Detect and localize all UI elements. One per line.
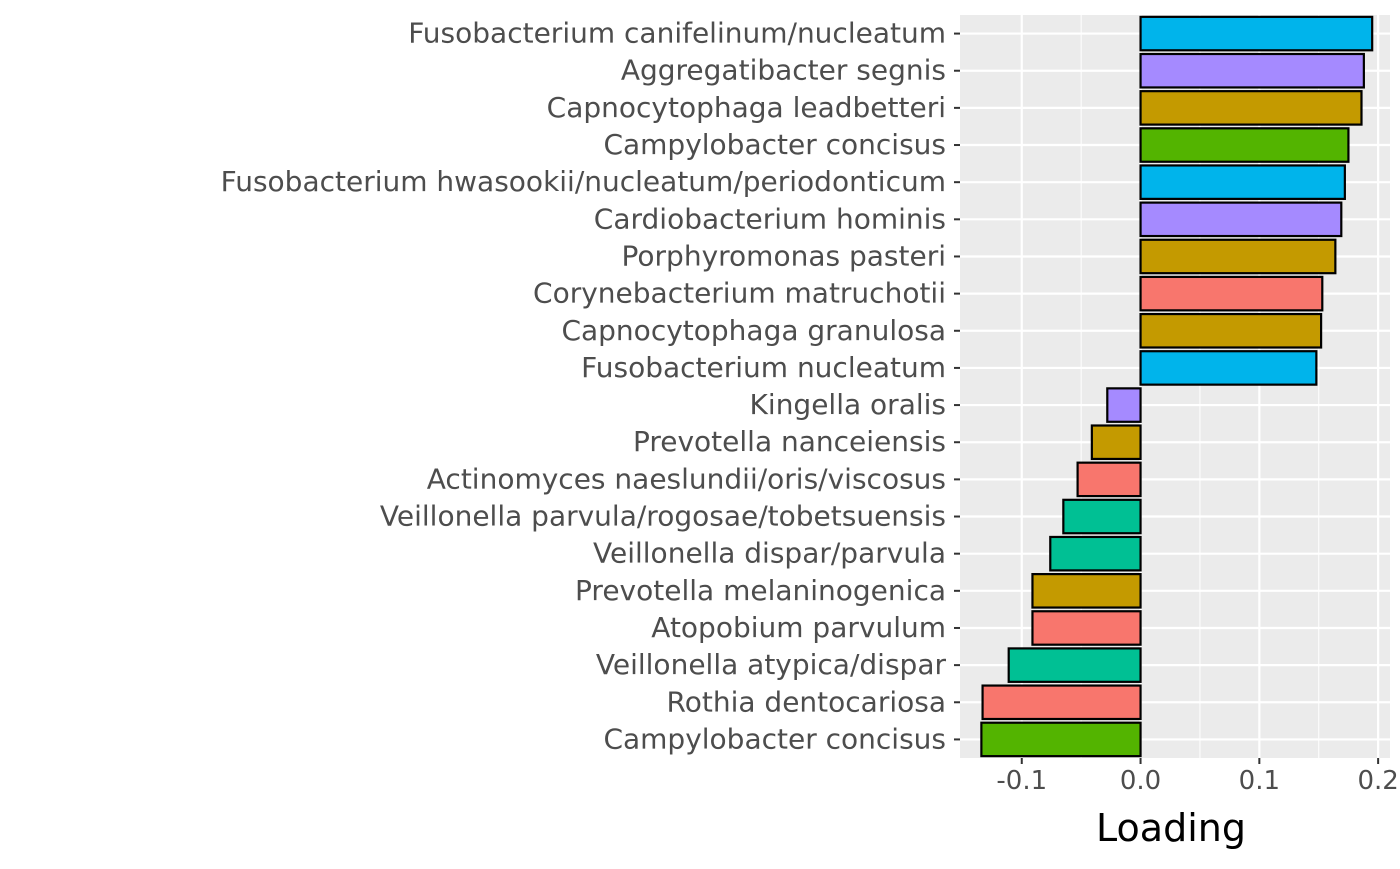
x-tick-label: 0.0 xyxy=(1120,766,1161,796)
y-tick-label: Fusobacterium nucleatum xyxy=(581,351,946,384)
x-tick-labels: -0.1 0.0 0.1 0.2 xyxy=(996,758,1399,796)
bar xyxy=(980,721,1142,758)
bar xyxy=(1090,424,1142,461)
y-tick-label: Atopobium parvulum xyxy=(651,611,946,644)
bar xyxy=(1139,90,1363,126)
bar xyxy=(1139,201,1343,238)
y-tick-label: Capnocytophaga leadbetteri xyxy=(547,91,946,124)
y-tick-labels: Fusobacterium canifelinum/nucleatum Aggre… xyxy=(221,17,960,755)
y-tick-label: Veillonella atypica/dispar xyxy=(596,648,947,681)
y-tick-label: Corynebacterium matruchotii xyxy=(533,277,946,310)
y-tick-label: Prevotella melaninogenica xyxy=(575,574,946,607)
y-tick-label: Prevotella nanceiensis xyxy=(633,425,946,458)
y-tick-label: Fusobacterium hwasookii/nucleatum/period… xyxy=(221,165,946,198)
bar xyxy=(1076,461,1142,498)
bar xyxy=(1062,498,1142,535)
y-tick-label: Aggregatibacter segnis xyxy=(621,54,946,87)
bar xyxy=(1139,52,1365,89)
y-tick-label: Cardiobacterium hominis xyxy=(594,202,946,235)
y-tick-label: Kingella oralis xyxy=(750,388,946,421)
x-tick-label: 0.1 xyxy=(1239,766,1280,796)
bar xyxy=(981,684,1142,721)
x-tick-label: 0.2 xyxy=(1357,766,1398,796)
x-tick-label: -0.1 xyxy=(996,766,1047,796)
panel-background xyxy=(960,15,1390,758)
y-tick-label: Rothia dentocariosa xyxy=(667,685,946,718)
bar xyxy=(1139,312,1323,349)
bar xyxy=(1139,238,1337,275)
y-tick-label: Fusobacterium canifelinum/nucleatum xyxy=(408,17,946,50)
bar xyxy=(1139,275,1324,312)
bar xyxy=(1007,647,1142,683)
y-tick-label: Campylobacter concisus xyxy=(603,722,946,755)
y-tick-label: Capnocytophaga granulosa xyxy=(561,314,946,347)
y-tick-label: Actinomyces naeslundii/oris/viscosus xyxy=(427,462,946,495)
bar xyxy=(1031,610,1142,646)
y-tick-label: Porphyromonas pasteri xyxy=(622,239,946,272)
bar xyxy=(1139,164,1346,200)
y-tick-label: Veillonella parvula/rogosae/tobetsuensis xyxy=(380,500,946,533)
bar xyxy=(1031,573,1142,609)
y-tick-label: Veillonella dispar/parvula xyxy=(593,537,946,570)
bar xyxy=(1106,387,1142,423)
y-tick-label: Campylobacter concisus xyxy=(603,128,946,161)
bar xyxy=(1139,350,1318,386)
bar xyxy=(1139,127,1350,163)
bar xyxy=(1049,535,1142,572)
bars xyxy=(980,15,1374,758)
x-axis-title: Loading xyxy=(1096,806,1246,850)
bar xyxy=(1139,15,1374,52)
